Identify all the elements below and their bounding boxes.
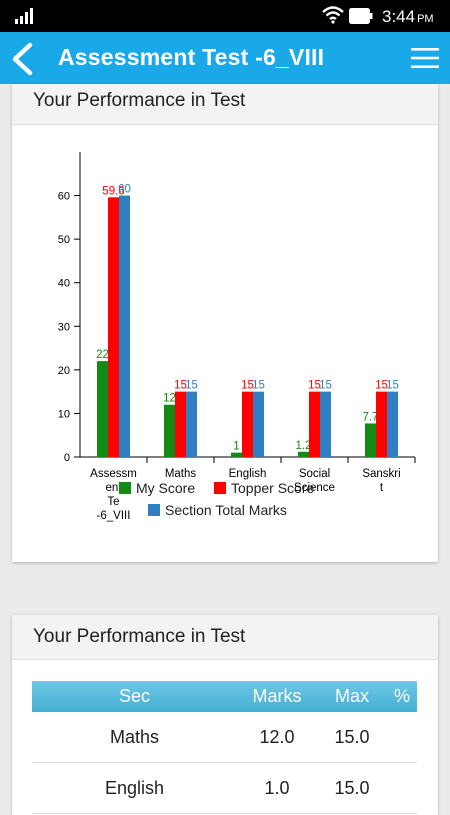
table-row: Maths 12.0 15.0 — [32, 712, 417, 763]
performance-table-card: Your Performance in Test Sec Marks Max %… — [12, 615, 438, 815]
cell-max: 15.0 — [317, 762, 387, 814]
clock-time: 3:44 — [382, 7, 416, 26]
page-title: Assessment Test -6_VIII — [58, 44, 325, 70]
y-tick-label: 50 — [58, 234, 70, 246]
bar — [387, 391, 398, 457]
bar — [231, 452, 242, 457]
x-tick-label: Science — [294, 482, 335, 494]
y-tick-label: 40 — [58, 278, 70, 290]
bar-data-label: 1.2 — [296, 440, 312, 452]
bar — [186, 391, 197, 457]
table-header-row: Sec Marks Max % — [32, 681, 417, 712]
column-header-max: Max — [334, 686, 369, 706]
clock-ampm: PM — [417, 13, 434, 25]
x-tick-label: Te — [107, 496, 119, 508]
bar-data-label: 15 — [174, 380, 187, 392]
x-tick-label: Social — [299, 468, 330, 480]
cell-marks: 1.0 — [237, 762, 317, 814]
bar-data-label: 15 — [308, 380, 321, 392]
performance-bar-chart: 0102030405060AssessmentTe-6_VIII2259.660… — [58, 152, 416, 522]
bar — [365, 423, 376, 457]
y-tick-label: 20 — [58, 365, 70, 377]
battery-icon — [349, 8, 373, 24]
card-title: Your Performance in Test — [12, 615, 438, 660]
performance-table: Sec Marks Max % Maths 12.0 15.0 English … — [32, 681, 417, 814]
legend-label: Topper Score — [231, 480, 314, 496]
cell-marks: 12.0 — [237, 712, 317, 763]
y-tick-label: 10 — [58, 408, 70, 420]
bar — [376, 391, 387, 457]
bar-data-label: 15 — [319, 380, 332, 392]
y-tick-label: 30 — [58, 321, 70, 333]
column-header-percent: % — [393, 686, 410, 706]
bar — [253, 391, 264, 457]
cell-sec: English — [32, 762, 237, 814]
bar — [175, 391, 186, 457]
x-tick-label: English — [229, 468, 267, 480]
bar-data-label: 22 — [96, 349, 109, 361]
y-tick-label: 60 — [58, 191, 70, 203]
bar — [164, 404, 175, 457]
column-header-sec: Sec — [118, 686, 151, 706]
back-arrow-icon[interactable] — [10, 42, 34, 76]
bar-data-label: 15 — [386, 380, 399, 392]
bar-data-label: 59.6 — [102, 185, 124, 197]
cell-max: 15.0 — [317, 712, 387, 763]
bar-data-label: 15 — [241, 380, 254, 392]
bar-data-label: 7.7 — [363, 411, 379, 423]
status-bar: 3:44 PM — [0, 0, 450, 32]
signal-icon — [15, 8, 33, 24]
bar — [119, 195, 130, 458]
bar — [242, 391, 253, 457]
clock: 3:44 PM — [382, 7, 434, 27]
x-tick-label: ent — [106, 482, 123, 494]
legend-swatch — [214, 482, 226, 494]
x-tick-label: Assessm — [90, 468, 137, 480]
performance-chart-card: Your Performance in Test 0 10 20 30 40 50 60 As… — [12, 84, 438, 562]
bar-data-label: 15 — [375, 380, 388, 392]
app-bar: Assessment Test -6_VIII — [0, 32, 450, 84]
bar-data-label: 12 — [163, 393, 176, 405]
x-tick-label: -6_VIII — [97, 510, 131, 522]
cell-sec: Maths — [32, 712, 237, 763]
legend-swatch — [119, 482, 131, 494]
bar — [320, 391, 331, 457]
x-tick-label: t — [380, 482, 384, 494]
bar — [298, 451, 309, 457]
x-tick-label: Maths — [165, 468, 197, 480]
legend-label: Section Total Marks — [165, 502, 287, 518]
wifi-icon — [322, 6, 344, 24]
x-tick-label: Sanskri — [362, 468, 400, 480]
legend-swatch — [148, 504, 160, 516]
table-row: English 1.0 15.0 — [32, 762, 417, 814]
cell-percent — [387, 762, 417, 814]
column-header-marks: Marks — [252, 686, 302, 706]
bar — [309, 391, 320, 457]
bar-data-label: 15 — [185, 380, 198, 392]
bar-data-label: 60 — [118, 184, 131, 196]
bar — [108, 197, 119, 458]
bar-data-label: 1 — [233, 441, 239, 453]
card-title: Your Performance in Test — [12, 84, 438, 125]
y-tick-label: 0 — [64, 452, 70, 464]
hamburger-menu-icon[interactable] — [410, 46, 440, 70]
legend-label: My Score — [136, 480, 195, 496]
bar — [97, 361, 108, 457]
bar-data-label: 15 — [252, 380, 265, 392]
cell-percent — [387, 712, 417, 763]
